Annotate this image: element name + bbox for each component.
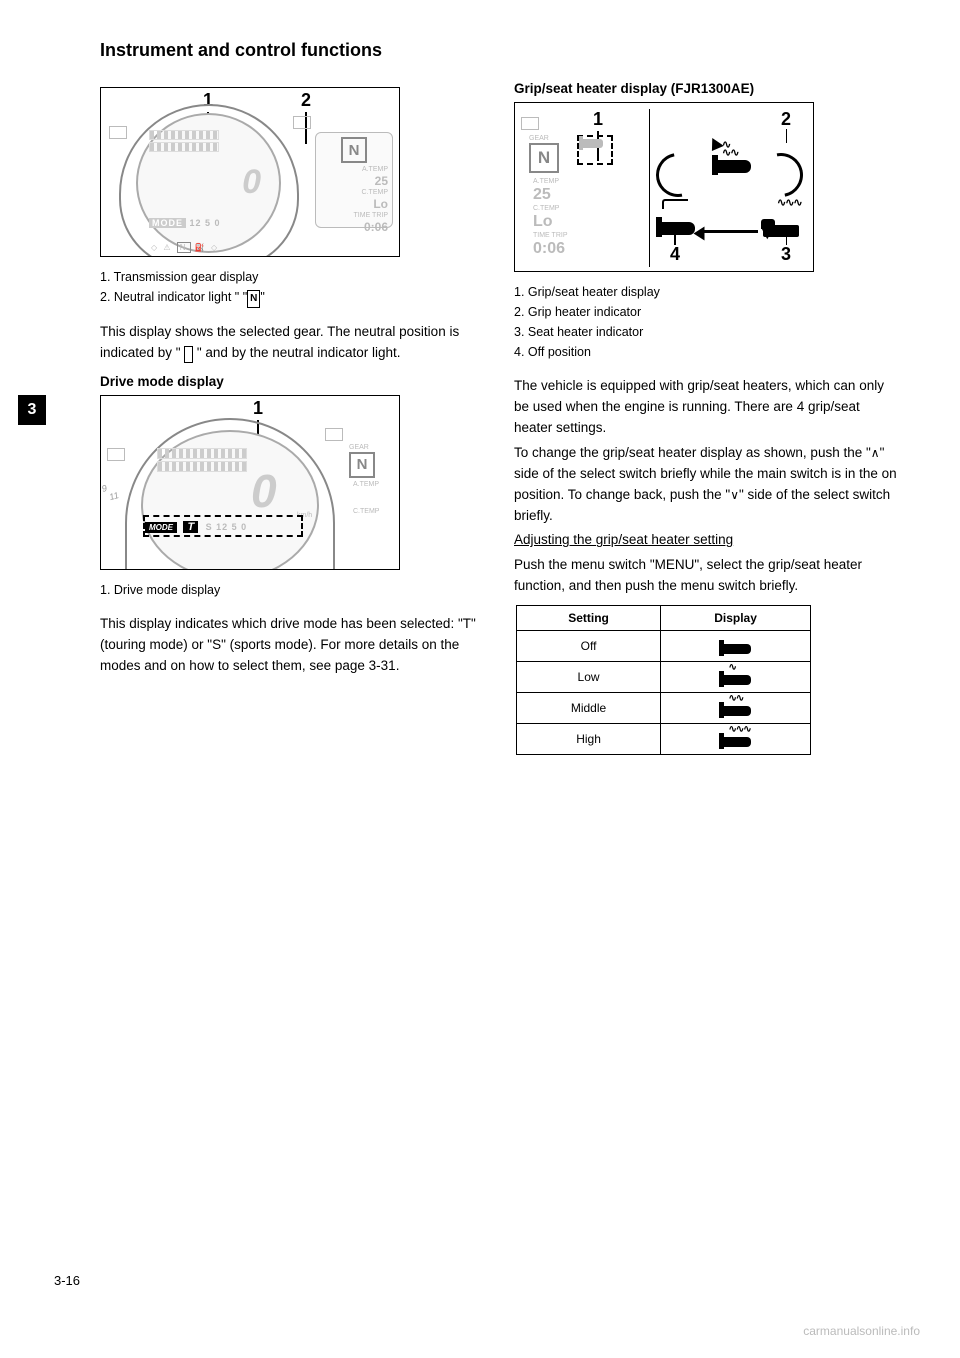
grip-seat-description-2: To change the grip/seat heater display a… bbox=[514, 443, 900, 527]
grip-seat-description-1: The vehicle is equipped with grip/seat h… bbox=[514, 376, 900, 439]
callout-4: 4 bbox=[668, 244, 682, 265]
heater-settings-table: Setting Display OffLow ∿ Middle ∿∿ High ∿∿∿ bbox=[516, 605, 811, 755]
turn-signal-left-icon bbox=[521, 117, 539, 130]
right-column: Grip/seat heater display (FJR1300AE) 1 G… bbox=[514, 81, 900, 763]
callout-2: 2 bbox=[299, 90, 313, 111]
display-cell: ∿ bbox=[661, 662, 811, 693]
figure3-legend: 1. Grip/seat heater display 2. Grip heat… bbox=[514, 282, 900, 362]
mode-selected: T bbox=[183, 521, 198, 533]
page-number: 3-16 bbox=[54, 1273, 80, 1288]
turn-signal-right-icon bbox=[293, 116, 311, 129]
setting-cell: Low bbox=[517, 662, 661, 693]
figure-gear-display: 1 2 0 MODE 12 5 0 ◇ ⚠ N ⛽ ◇ N▲ A.T bbox=[100, 87, 400, 257]
grip-level-icon bbox=[717, 636, 755, 656]
adjust-heading: Adjusting the grip/seat heater setting bbox=[514, 530, 900, 551]
neutral-indicator-icon: N bbox=[247, 290, 260, 308]
left-column: 1 2 0 MODE 12 5 0 ◇ ⚠ N ⛽ ◇ N▲ A.T bbox=[100, 81, 486, 763]
select-down-icon: ∨ bbox=[730, 486, 739, 505]
tach-scale-icon: 9 11 bbox=[101, 480, 120, 503]
callout-1: 1 bbox=[591, 109, 605, 130]
chapter-tab: 3 bbox=[18, 395, 46, 425]
lcd-gear-digit: 0 bbox=[242, 163, 261, 202]
display-cell bbox=[661, 631, 811, 662]
grip-level-icon: ∿∿∿ bbox=[717, 729, 755, 749]
turn-signal-left-icon bbox=[109, 126, 127, 139]
display-cell: ∿∿ bbox=[661, 693, 811, 724]
display-cell: ∿∿∿ bbox=[661, 724, 811, 755]
grip-seat-heading: Grip/seat heater display (FJR1300AE) bbox=[514, 81, 900, 96]
setting-cell: High bbox=[517, 724, 661, 755]
drive-mode-description: This display indicates which drive mode … bbox=[100, 614, 486, 677]
neutral-glyph-icon bbox=[184, 346, 193, 364]
grip-level-icon: ∿ bbox=[717, 667, 755, 687]
table-header-display: Display bbox=[661, 606, 811, 631]
telltale-row: ◇ ⚠ N ⛽ ◇ bbox=[151, 243, 219, 252]
setting-cell: Middle bbox=[517, 693, 661, 724]
setting-cell: Off bbox=[517, 631, 661, 662]
side-gear-indicator: N▲ bbox=[341, 137, 367, 163]
watermark-text: carmanualsonline.info bbox=[803, 1324, 920, 1338]
table-header-setting: Setting bbox=[517, 606, 661, 631]
table-row: Off bbox=[517, 631, 811, 662]
figure-grip-seat-heater: 1 GEAR N A.TEMP 25 C.TEMP bbox=[514, 102, 814, 272]
drive-mode-heading: Drive mode display bbox=[100, 374, 486, 389]
turn-signal-right-icon bbox=[325, 428, 343, 441]
grip-level-icon: ∿∿ bbox=[717, 698, 755, 718]
gear-display-description: This display shows the selected gear. Th… bbox=[100, 322, 486, 364]
table-row: Middle ∿∿ bbox=[517, 693, 811, 724]
callout-2: 2 bbox=[779, 109, 793, 130]
select-up-icon: ∧ bbox=[871, 444, 880, 463]
figure-drive-mode: 1 9 11 0 km/h MODE T S 12 5 0 bbox=[100, 395, 400, 570]
callout-1: 1 bbox=[251, 398, 265, 419]
callout-3: 3 bbox=[779, 244, 793, 265]
page-header: Instrument and control functions bbox=[100, 40, 900, 61]
turn-signal-left-icon bbox=[107, 448, 125, 461]
heater-off-icon bbox=[656, 201, 698, 237]
table-row: Low ∿ bbox=[517, 662, 811, 693]
mode-badge: MODE bbox=[145, 522, 177, 533]
grip-heater-mini-icon bbox=[581, 139, 603, 148]
table-row: High ∿∿∿ bbox=[517, 724, 811, 755]
adjust-description: Push the menu switch "MENU", select the … bbox=[514, 555, 900, 597]
figure1-legend: 1. Transmission gear display 2. Neutral … bbox=[100, 267, 486, 308]
figure2-legend: 1. Drive mode display bbox=[100, 580, 486, 600]
